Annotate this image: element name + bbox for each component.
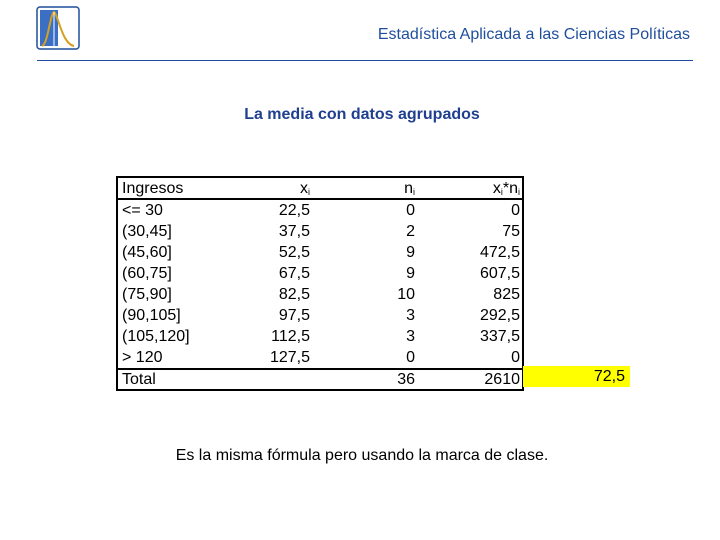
table-cell: 52,5	[278, 244, 310, 261]
table-cell: 10	[397, 286, 415, 303]
table-cell: 0	[406, 202, 415, 219]
header-text: Ingresos	[122, 180, 184, 197]
table-row: (60,75] 67,5 9 607,5	[118, 263, 522, 284]
header-row: Ingresos xi ni xi*ni	[118, 178, 522, 200]
table-cell: 9	[406, 244, 415, 261]
table-cell: 0	[406, 349, 415, 366]
table-cell: (90,105]	[122, 307, 181, 324]
header-title: Estadística Aplicada a las Ciencias Polí…	[377, 26, 690, 43]
table-row: (30,45] 37,5 2 75	[118, 221, 522, 242]
subscript: i	[518, 187, 520, 197]
header-rule	[37, 60, 693, 61]
table-cell: 337,5	[479, 328, 520, 345]
table-cell: 0	[511, 202, 520, 219]
header-text: x	[300, 180, 308, 197]
total-label: Total	[122, 371, 156, 388]
subscript: i	[413, 187, 415, 197]
table-row: (90,105] 97,5 3 292,5	[118, 305, 522, 326]
table-cell: (75,90]	[122, 286, 172, 303]
table-cell: 22,5	[278, 202, 310, 219]
subscript: i	[500, 187, 503, 197]
table-cell: (30,45]	[122, 223, 172, 240]
table-cell: 67,5	[278, 265, 310, 282]
table-cell: (45,60]	[122, 244, 172, 261]
logo	[36, 6, 80, 50]
header-text: x	[492, 180, 501, 197]
table-cell: 127,5	[269, 349, 310, 366]
total-row: Total 36 2610	[118, 368, 522, 389]
header-cell: xi	[262, 178, 310, 198]
table-row: (45,60] 52,5 9 472,5	[118, 242, 522, 263]
table-cell: <= 30	[122, 202, 163, 219]
total-xn: 2610	[484, 371, 520, 388]
total-n: 36	[397, 371, 415, 388]
table-cell: 292,5	[479, 307, 520, 324]
table-cell: 607,5	[479, 265, 520, 282]
table-cell: 37,5	[278, 223, 310, 240]
table-cell: > 120	[122, 349, 163, 366]
table-cell: 75	[502, 223, 520, 240]
table-row: <= 30 22,5 0 0	[118, 200, 522, 221]
slide-title: La media con datos agrupados	[244, 106, 480, 123]
table-row: > 120 127,5 0 0	[118, 347, 522, 368]
table-cell: (105,120]	[122, 328, 190, 345]
header-cell: xi*ni	[415, 178, 522, 198]
subscript: i	[308, 187, 310, 197]
total-empty	[262, 370, 310, 389]
table-cell: 82,5	[278, 286, 310, 303]
table-cell: (60,75]	[122, 265, 172, 282]
table-cell: 2	[406, 223, 415, 240]
table-cell: 472,5	[479, 244, 520, 261]
mean-cell: 72,5	[523, 366, 630, 387]
table-cell: 825	[493, 286, 520, 303]
table-row: (105,120] 112,5 3 337,5	[118, 326, 522, 347]
table-cell: 9	[406, 265, 415, 282]
header-cell: Ingresos	[118, 178, 262, 198]
table-cell: 3	[406, 307, 415, 324]
table-row: (75,90] 82,5 10 825	[118, 284, 522, 305]
table-cell: 112,5	[271, 328, 310, 345]
table-cell: 97,5	[278, 307, 310, 324]
footer-text: Es la misma fórmula pero usando la marca…	[175, 447, 549, 464]
mean-value: 72,5	[593, 368, 625, 385]
header-text: n	[404, 180, 413, 197]
table-cell: 3	[406, 328, 415, 345]
header-text: *n	[502, 180, 518, 197]
table-cell: 0	[511, 349, 520, 366]
table: Ingresos xi ni xi*ni <= 30 22,5 0 0 (30,45] 37,5 2…	[116, 176, 524, 391]
header-cell: ni	[310, 178, 415, 198]
